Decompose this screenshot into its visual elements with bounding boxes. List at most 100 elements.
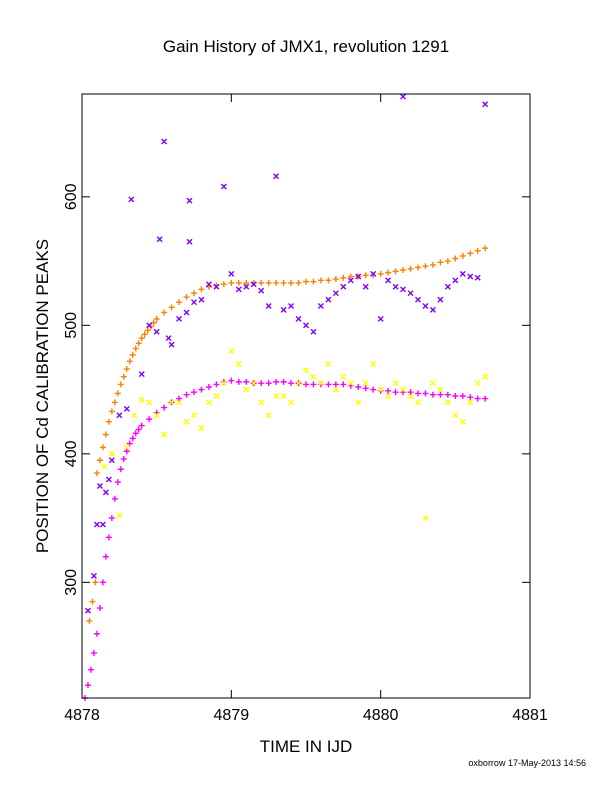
data-point xyxy=(186,238,193,245)
data-point xyxy=(347,273,354,280)
x-tick-label: 4880 xyxy=(363,707,399,724)
y-tick: 500 xyxy=(63,312,530,339)
data-point xyxy=(228,270,235,277)
data-point xyxy=(429,380,436,387)
y-tick: 300 xyxy=(63,569,530,596)
data-point xyxy=(99,579,106,586)
data-point xyxy=(126,358,133,365)
data-point xyxy=(176,399,183,406)
data-point xyxy=(437,296,444,303)
data-point xyxy=(146,322,153,329)
data-point xyxy=(474,380,481,387)
data-point xyxy=(176,315,183,322)
data-point xyxy=(108,457,115,464)
data-point xyxy=(183,391,190,398)
data-point xyxy=(273,393,280,399)
data-point xyxy=(86,617,93,624)
data-point xyxy=(362,385,369,392)
data-point xyxy=(288,380,295,387)
data-point xyxy=(111,399,118,406)
data-point xyxy=(90,650,97,657)
data-point xyxy=(429,391,436,398)
data-point xyxy=(444,391,451,398)
data-point xyxy=(377,386,384,393)
data-point xyxy=(482,395,489,402)
data-point xyxy=(138,422,145,429)
data-point xyxy=(325,381,332,388)
data-point xyxy=(102,489,109,496)
data-point xyxy=(258,380,265,387)
data-point xyxy=(228,279,235,286)
data-point xyxy=(150,319,157,326)
x-tick: 4880 xyxy=(363,94,399,724)
y-tick: 600 xyxy=(63,183,530,210)
data-point xyxy=(129,435,136,442)
data-point xyxy=(116,512,123,519)
data-point xyxy=(467,394,474,401)
data-point xyxy=(459,418,466,425)
data-point xyxy=(385,393,392,399)
data-point xyxy=(347,380,354,387)
data-point xyxy=(117,381,124,388)
data-point xyxy=(102,553,109,560)
data-point xyxy=(422,263,429,270)
data-point xyxy=(265,279,272,286)
data-point xyxy=(295,315,302,322)
data-point xyxy=(467,399,474,406)
data-point xyxy=(102,431,109,438)
data-point xyxy=(186,197,193,204)
data-point xyxy=(135,340,142,347)
data-point xyxy=(168,304,175,311)
data-point xyxy=(84,607,91,614)
data-point xyxy=(310,381,317,388)
data-point xyxy=(138,371,145,378)
data-point xyxy=(444,283,451,290)
data-point xyxy=(340,381,347,388)
data-point xyxy=(437,386,444,393)
data-point xyxy=(120,373,127,380)
data-point xyxy=(135,426,142,433)
data-point xyxy=(422,303,429,310)
data-point xyxy=(205,384,212,391)
y-axis-label: POSITION OF Cd CALIBRATION PEAKS xyxy=(33,239,52,553)
data-point xyxy=(332,386,339,393)
data-point xyxy=(407,265,414,272)
data-point xyxy=(123,366,130,373)
data-point xyxy=(273,173,280,180)
data-point xyxy=(92,579,99,586)
data-point xyxy=(474,274,481,281)
data-point xyxy=(467,250,474,257)
data-point xyxy=(467,273,474,280)
y-tick-label: 500 xyxy=(63,312,80,339)
data-point xyxy=(117,466,124,473)
data-point xyxy=(407,393,414,399)
data-point xyxy=(105,418,112,425)
series-2 xyxy=(84,93,489,614)
data-point xyxy=(250,380,257,387)
data-point xyxy=(340,373,347,380)
data-point xyxy=(347,277,354,284)
data-point xyxy=(340,283,347,290)
data-point xyxy=(482,101,489,108)
data-point xyxy=(114,390,121,397)
data-point xyxy=(93,630,100,637)
data-point xyxy=(407,389,414,396)
data-point xyxy=(459,270,466,277)
data-point xyxy=(385,277,392,284)
data-point xyxy=(422,515,429,522)
data-point xyxy=(317,380,324,387)
series-3 xyxy=(101,348,489,522)
data-point xyxy=(132,430,139,437)
data-point xyxy=(235,279,242,286)
data-point xyxy=(153,328,160,335)
data-point xyxy=(131,412,138,419)
data-point xyxy=(146,416,153,423)
x-axis-label: TIME IN IJD xyxy=(260,737,353,756)
data-point xyxy=(141,331,148,338)
data-point xyxy=(120,455,127,462)
data-point xyxy=(93,470,100,477)
data-point xyxy=(105,534,112,541)
data-point xyxy=(243,386,250,393)
data-point xyxy=(205,399,212,406)
